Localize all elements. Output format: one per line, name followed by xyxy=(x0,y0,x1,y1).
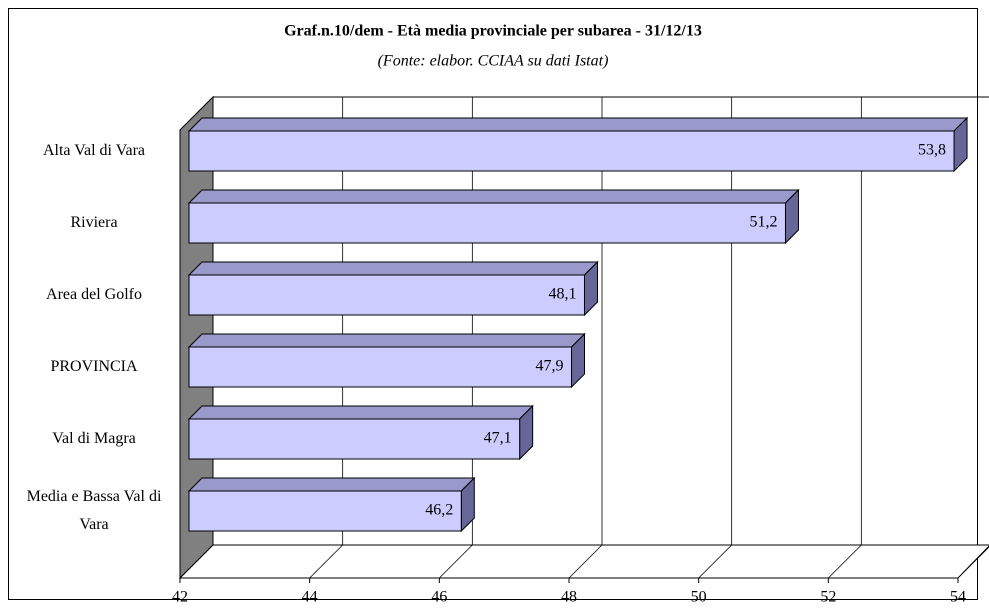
floor-grid-line xyxy=(439,544,473,579)
bar-top xyxy=(187,261,599,276)
value-label: 48,1 xyxy=(548,286,576,303)
bar-top xyxy=(187,333,586,348)
floor-grid-line xyxy=(698,544,732,579)
value-label: 53,8 xyxy=(918,142,946,159)
y-tick-label: Alta Val di Vara xyxy=(42,142,146,159)
floor-grid-line xyxy=(568,544,603,579)
y-tick-label: Media e Bassa Val di Vara xyxy=(26,488,162,533)
x-tick-label: 50 xyxy=(691,589,707,606)
y-tick-label: Riviera xyxy=(70,214,118,231)
x-tick-label: 52 xyxy=(820,589,836,606)
floor xyxy=(178,544,989,579)
bar xyxy=(188,418,521,460)
x-tick-label: 46 xyxy=(431,589,447,606)
x-tick-label: 48 xyxy=(561,589,577,606)
chart-subtitle: (Fonte: elabor. CCIAA su dati Istat) xyxy=(378,53,609,70)
x-tick-label: 44 xyxy=(302,589,318,606)
bar xyxy=(188,130,955,172)
bar xyxy=(188,274,585,316)
y-tick-label: PROVINCIA xyxy=(50,358,138,375)
value-label: 46,2 xyxy=(425,502,453,519)
value-label: 47,1 xyxy=(484,430,512,447)
bar xyxy=(188,346,573,388)
value-label: 51,2 xyxy=(749,214,777,231)
bar-top xyxy=(187,477,476,492)
floor-grid-line xyxy=(828,544,862,579)
x-tick-label: 54 xyxy=(950,589,966,606)
floor-grid-line xyxy=(179,544,214,579)
floor-grid-line xyxy=(957,546,989,579)
value-label: 47,9 xyxy=(536,358,564,375)
bar xyxy=(188,490,462,532)
bar-top xyxy=(187,117,969,132)
y-tick-label: Area del Golfo xyxy=(46,286,142,303)
chart-title: Graf.n.10/dem - Età media provinciale pe… xyxy=(284,23,702,40)
bar xyxy=(188,202,786,244)
bar-top xyxy=(187,189,800,204)
bar-top xyxy=(187,405,534,420)
y-tick-label: Val di Magra xyxy=(52,430,136,447)
floor-grid-line xyxy=(309,544,343,579)
x-tick-label: 42 xyxy=(172,589,188,606)
